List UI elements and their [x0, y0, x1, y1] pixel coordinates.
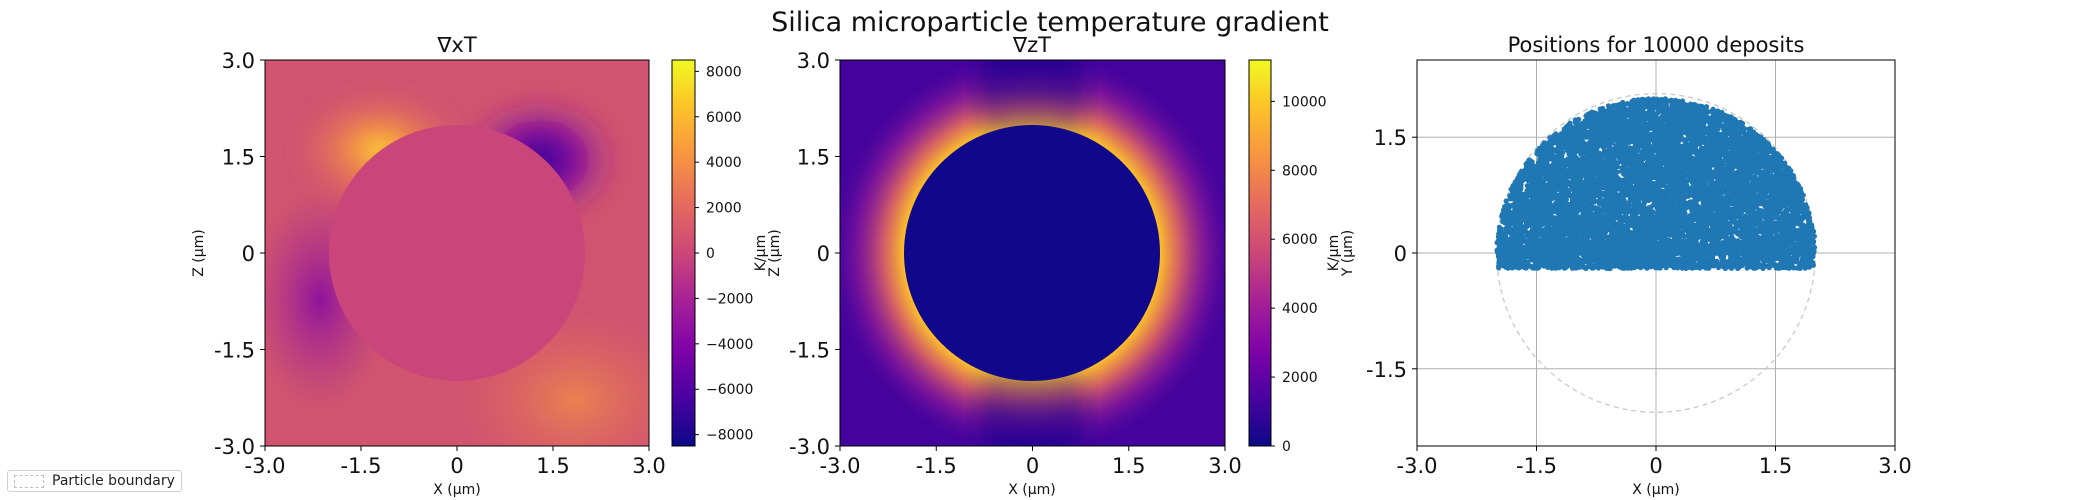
legend-label: Particle boundary	[52, 473, 175, 489]
colorbar-label-left: K/μm	[1326, 235, 1342, 271]
particle-disk	[329, 125, 585, 381]
x-tick-label: -3.0	[1397, 454, 1438, 478]
y-axis: 1.5 0 -1.5	[1366, 126, 1417, 382]
x-tick-label: -1.5	[1516, 454, 1557, 478]
colorbar-tick-label: 0	[706, 246, 715, 262]
deposit-point-cloud	[1494, 96, 1818, 272]
legend: Particle boundary	[7, 470, 182, 492]
colorbar-tick-label: −8000	[706, 428, 753, 444]
x-tick-label: 3.0	[1878, 454, 1911, 478]
x-axis: -3.0 -1.5 0 1.5 3.0	[245, 446, 666, 478]
colorbar-tick-label: 2000	[1282, 370, 1318, 386]
y-tick-label: 1.5	[1374, 126, 1407, 150]
colorbar-tick-label: 10000	[1282, 94, 1327, 110]
panel-deposit-positions: Positions for 10000 deposits -3.0 -1.5 0 1.…	[1326, 33, 1912, 498]
y-axis-label: Z (μm)	[767, 229, 783, 277]
y-tick-label: -3.0	[214, 435, 255, 459]
colorbar-tick-label: 0	[1282, 439, 1291, 455]
y-tick-label: 0	[242, 242, 255, 266]
x-tick-label: -1.5	[916, 454, 957, 478]
x-tick-label: 1.5	[536, 454, 569, 478]
colorbar-tick-label: −4000	[706, 337, 753, 353]
colorbar-tick-label: 4000	[1282, 301, 1318, 317]
y-axis: 3.0 1.5 0 -1.5 -3.0	[789, 49, 840, 459]
panel-title: ∇xT	[436, 33, 476, 57]
colorbar-label: K/μm	[753, 235, 769, 271]
figure-title: Silica microparticle temperature gradien…	[771, 7, 1329, 38]
colorbar-tick-label: 2000	[706, 201, 742, 217]
panel-title: ∇zT	[1012, 33, 1051, 57]
y-tick-label: -1.5	[789, 339, 830, 363]
x-tick-label: 3.0	[1208, 454, 1241, 478]
deposit-points	[1494, 96, 1818, 272]
y-tick-label: 0	[817, 242, 830, 266]
x-tick-label: 1.5	[1759, 454, 1792, 478]
y-tick-label: -3.0	[789, 435, 830, 459]
colorbar-tick-label: 4000	[706, 155, 742, 171]
x-tick-label: 0	[1649, 454, 1662, 478]
x-tick-label: 1.5	[1112, 454, 1145, 478]
legend-swatch-particle-boundary	[14, 474, 44, 488]
x-axis: -3.0 -1.5 0 1.5 3.0	[820, 446, 1242, 478]
y-axis: 3.0 1.5 0 -1.5 -3.0	[214, 49, 265, 459]
x-axis-label: X (μm)	[1632, 482, 1680, 498]
colorbar-tick-label: 6000	[706, 110, 742, 126]
colorbar-tick-label: 6000	[1282, 232, 1318, 248]
y-tick-label: 1.5	[797, 146, 830, 170]
particle-disk	[904, 125, 1160, 381]
colorbar-tick-label: −2000	[706, 291, 753, 307]
panel-gradient-x: ∇xT -3.0 -1.5 0 1.5 3.0 3.0 1.5 0 -1.5 -3.0 X (μ…	[191, 33, 753, 498]
panel-title: Positions for 10000 deposits	[1508, 33, 1805, 57]
x-axis-label: X (μm)	[1008, 482, 1056, 498]
x-tick-label: 3.0	[632, 454, 665, 478]
x-tick-label: -1.5	[341, 454, 382, 478]
colorbar	[1248, 59, 1272, 447]
y-tick-label: 0	[1394, 242, 1407, 266]
y-tick-label: -1.5	[1366, 358, 1407, 382]
x-tick-label: -3.0	[245, 454, 286, 478]
y-tick-label: 3.0	[797, 49, 830, 73]
colorbar-tick-label: 8000	[706, 64, 742, 80]
x-tick-label: 0	[1026, 454, 1039, 478]
colorbar	[671, 59, 696, 447]
y-axis-label: Z (μm)	[191, 229, 207, 277]
y-tick-label: -1.5	[214, 339, 255, 363]
x-axis-label: X (μm)	[433, 482, 481, 498]
y-tick-label: 1.5	[222, 146, 255, 170]
x-tick-label: -3.0	[820, 454, 861, 478]
colorbar-tick-label: −6000	[706, 382, 753, 398]
colorbar-ticks: 10000 8000 6000 4000 2000 0	[1271, 94, 1327, 455]
colorbar-ticks: 8000 6000 4000 2000 0 −2000 −4000 −6000 −8000	[695, 64, 753, 444]
x-tick-label: 0	[450, 454, 463, 478]
colorbar-tick-label: 8000	[1282, 163, 1318, 179]
y-tick-label: 3.0	[222, 49, 255, 73]
x-axis: -3.0 -1.5 0 1.5 3.0	[1397, 446, 1912, 478]
y-axis-label: Y (μm)	[1340, 230, 1356, 277]
panel-gradient-z: ∇zT -3.0 -1.5 0 1.5 3.0 3.0 1.5 0 -1.5 -3.0 X (μ…	[753, 33, 1327, 498]
